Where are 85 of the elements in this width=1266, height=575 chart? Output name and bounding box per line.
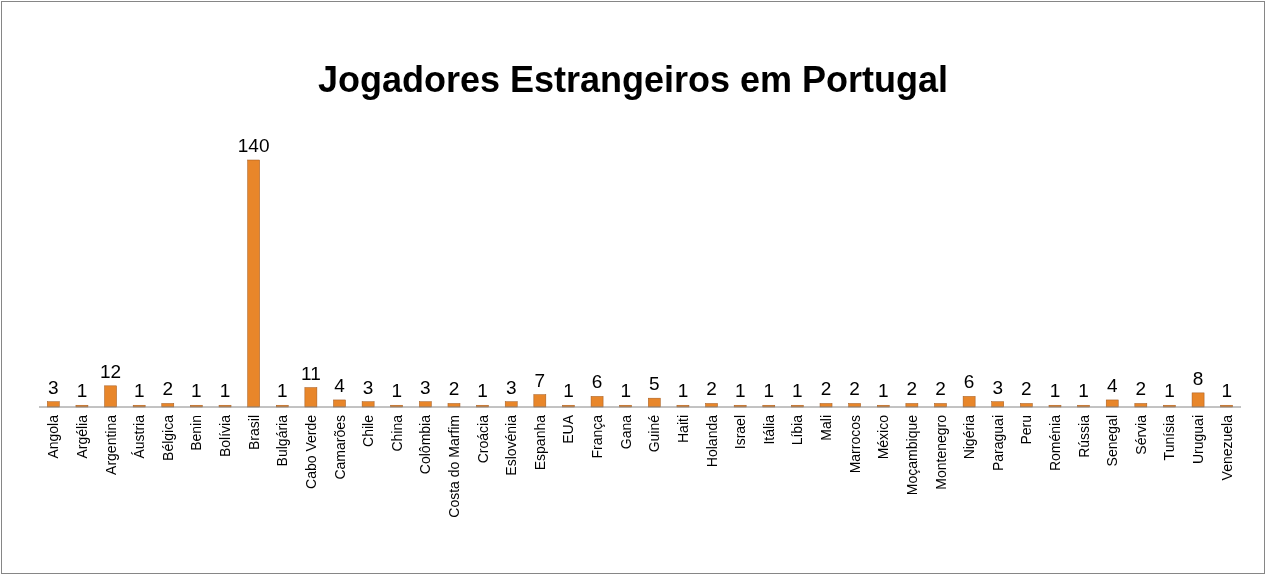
chart-title: Jogadores Estrangeiros em Portugal xyxy=(317,59,949,100)
data-label: 1 xyxy=(477,380,488,402)
x-tick-label: Paraguai xyxy=(989,415,1006,472)
data-label: 2 xyxy=(849,378,860,400)
data-label: 1 xyxy=(563,380,574,402)
data-label: 2 xyxy=(935,378,946,400)
data-label: 4 xyxy=(334,374,346,396)
x-tick-label: Uruguai xyxy=(1190,415,1207,465)
x-tick-label: China xyxy=(388,414,405,452)
x-tick-label: Haiti xyxy=(674,415,691,444)
x-tick-label: Cabo Verde xyxy=(302,414,319,489)
data-label: 12 xyxy=(99,360,122,382)
data-label: 6 xyxy=(963,371,975,393)
x-tick-label: EUA xyxy=(560,414,577,444)
data-label: 1 xyxy=(1221,380,1232,402)
data-label: 2 xyxy=(1135,378,1147,400)
x-tick-label: Costa do Marfim xyxy=(445,415,462,518)
x-tick-label: Sérvia xyxy=(1132,414,1149,455)
data-label: 11 xyxy=(301,362,321,384)
data-label: 2 xyxy=(162,378,174,400)
x-tick-label: Rússia xyxy=(1075,414,1092,458)
x-tick-label: Mali xyxy=(818,415,835,441)
data-label: 1 xyxy=(1164,380,1175,402)
data-label: 3 xyxy=(362,376,374,398)
x-tick-label: Moçambique xyxy=(903,414,920,496)
x-tick-label: Roménia xyxy=(1046,414,1063,472)
x-tick-label: Líbia xyxy=(789,414,806,446)
data-label: 1 xyxy=(763,380,775,402)
x-tick-label: Holanda xyxy=(703,414,720,468)
x-tick-label: Gana xyxy=(617,414,634,450)
x-tick-label: Senegal xyxy=(1104,415,1121,467)
x-tick-label: Brasil xyxy=(245,415,262,451)
x-tick-label: Eslovénia xyxy=(503,414,520,476)
data-label: 2 xyxy=(820,378,832,400)
data-label: 140 xyxy=(237,135,270,156)
data-label: 2 xyxy=(1021,378,1032,400)
data-label: 1 xyxy=(76,380,88,402)
data-label: 1 xyxy=(391,380,403,402)
data-label: 7 xyxy=(534,369,546,391)
data-label: 5 xyxy=(649,373,660,395)
x-tick-label: Croácia xyxy=(474,414,491,464)
x-tick-label: Argélia xyxy=(73,414,90,459)
data-label: 2 xyxy=(906,378,918,400)
data-label: 6 xyxy=(591,371,603,393)
x-tick-label: Itália xyxy=(760,414,777,445)
x-tick-label: Guiné xyxy=(646,414,663,453)
data-label: 1 xyxy=(677,380,689,402)
x-tick-label: Bélgica xyxy=(159,414,176,461)
data-label: 3 xyxy=(420,376,431,398)
data-label: 1 xyxy=(191,380,202,402)
x-tick-label: Benin xyxy=(188,415,205,451)
data-label: 2 xyxy=(706,378,717,400)
x-tick-label: França xyxy=(589,414,606,459)
x-tick-label: Áustria xyxy=(131,414,148,459)
x-tick-label: Chile xyxy=(360,414,377,447)
data-label: 8 xyxy=(1192,367,1204,389)
data-label: 3 xyxy=(505,376,517,398)
x-tick-label: Argentina xyxy=(102,414,119,475)
x-tick-label: Camarões xyxy=(331,415,348,480)
x-tick-label: Bolívia xyxy=(217,414,234,458)
x-tick-label: Nigéria xyxy=(961,414,978,460)
data-label: 1 xyxy=(1078,380,1089,402)
data-label: 1 xyxy=(734,380,746,402)
x-tick-label: Colômbia xyxy=(417,414,434,475)
data-label: 1 xyxy=(1049,380,1061,402)
x-tick-label: Venezuela xyxy=(1218,414,1235,481)
data-label: 1 xyxy=(792,380,803,402)
data-label: 3 xyxy=(992,376,1004,398)
data-label: 1 xyxy=(276,380,288,402)
data-label: 1 xyxy=(219,380,231,402)
data-label: 2 xyxy=(448,378,460,400)
data-label: 3 xyxy=(48,376,59,398)
x-tick-label: Marrocos xyxy=(846,415,863,474)
data-label: 1 xyxy=(877,380,889,402)
data-label: 1 xyxy=(133,380,145,402)
x-tick-label: Espanha xyxy=(531,414,548,471)
x-tick-label: Peru xyxy=(1018,415,1035,445)
x-tick-label: Bulgária xyxy=(274,414,291,467)
x-tick-label: Angola xyxy=(45,414,62,459)
data-label: 4 xyxy=(1106,374,1118,396)
x-tick-label: Israel xyxy=(732,415,749,450)
x-tick-label: México xyxy=(875,414,892,460)
data-label: 1 xyxy=(620,380,631,402)
x-tick-label: Montenegro xyxy=(932,414,949,490)
x-tick-label: Tunísia xyxy=(1161,414,1178,461)
